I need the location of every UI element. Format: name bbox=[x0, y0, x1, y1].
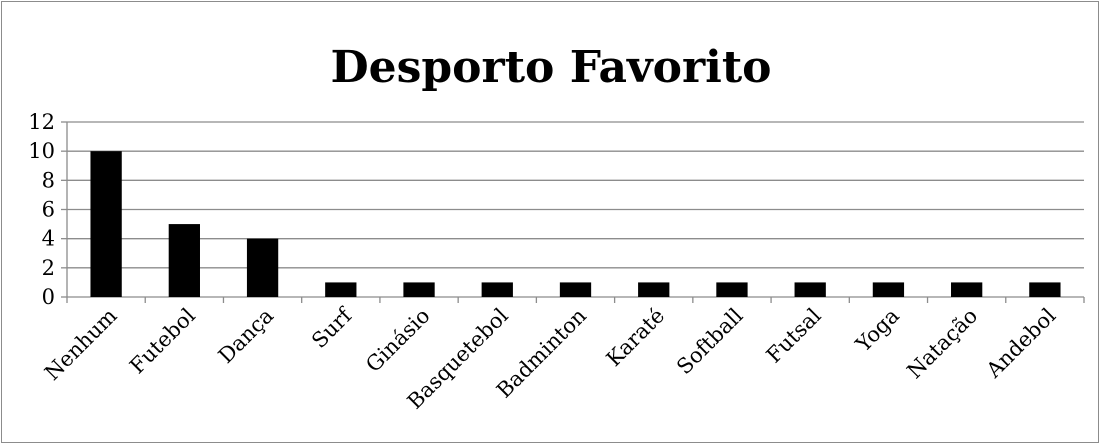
x-tick-label: Karaté bbox=[602, 304, 670, 372]
x-axis-ticks: Nenhum Futebol Dança Surf GinásioBasquetebol… bbox=[40, 297, 1085, 414]
y-tick-label: 10 bbox=[28, 139, 55, 163]
y-tick-label: 6 bbox=[42, 198, 55, 222]
bar bbox=[794, 282, 826, 297]
bar bbox=[638, 282, 670, 297]
x-tick-label: Dança bbox=[214, 304, 278, 368]
x-tick-label: Yoga bbox=[850, 304, 903, 357]
y-tick-label: 12 bbox=[28, 110, 55, 134]
bars bbox=[90, 151, 1061, 297]
bar bbox=[90, 151, 122, 297]
x-tick-label: Nenhum bbox=[40, 304, 122, 386]
bar bbox=[246, 238, 279, 297]
x-tick-label: Futebol bbox=[125, 303, 200, 378]
bar bbox=[951, 282, 983, 297]
x-tick-label: Softball bbox=[672, 303, 748, 379]
chart-title: Desporto Favorito bbox=[330, 42, 771, 93]
y-axis-ticks: 0 2 4 6 8 10 12 bbox=[28, 110, 67, 309]
bar bbox=[325, 282, 357, 297]
x-tick-label: Surf bbox=[307, 302, 358, 353]
bar bbox=[559, 282, 592, 297]
bar bbox=[872, 282, 905, 297]
y-tick-label: 8 bbox=[42, 168, 55, 192]
bar bbox=[403, 282, 435, 297]
y-tick-label: 2 bbox=[42, 256, 55, 280]
y-tick-label: 4 bbox=[42, 227, 55, 251]
x-tick-label: Futsal bbox=[762, 303, 826, 367]
bar bbox=[1029, 282, 1061, 297]
bar bbox=[481, 282, 513, 297]
x-tick-label: Ginásio bbox=[361, 304, 434, 377]
bar bbox=[716, 282, 748, 297]
bar bbox=[168, 224, 200, 297]
y-tick-label: 0 bbox=[42, 285, 55, 309]
x-tick-label: Andebol bbox=[981, 303, 1061, 383]
grid-lines bbox=[67, 121, 1084, 269]
x-tick-label: Natação bbox=[902, 304, 982, 384]
